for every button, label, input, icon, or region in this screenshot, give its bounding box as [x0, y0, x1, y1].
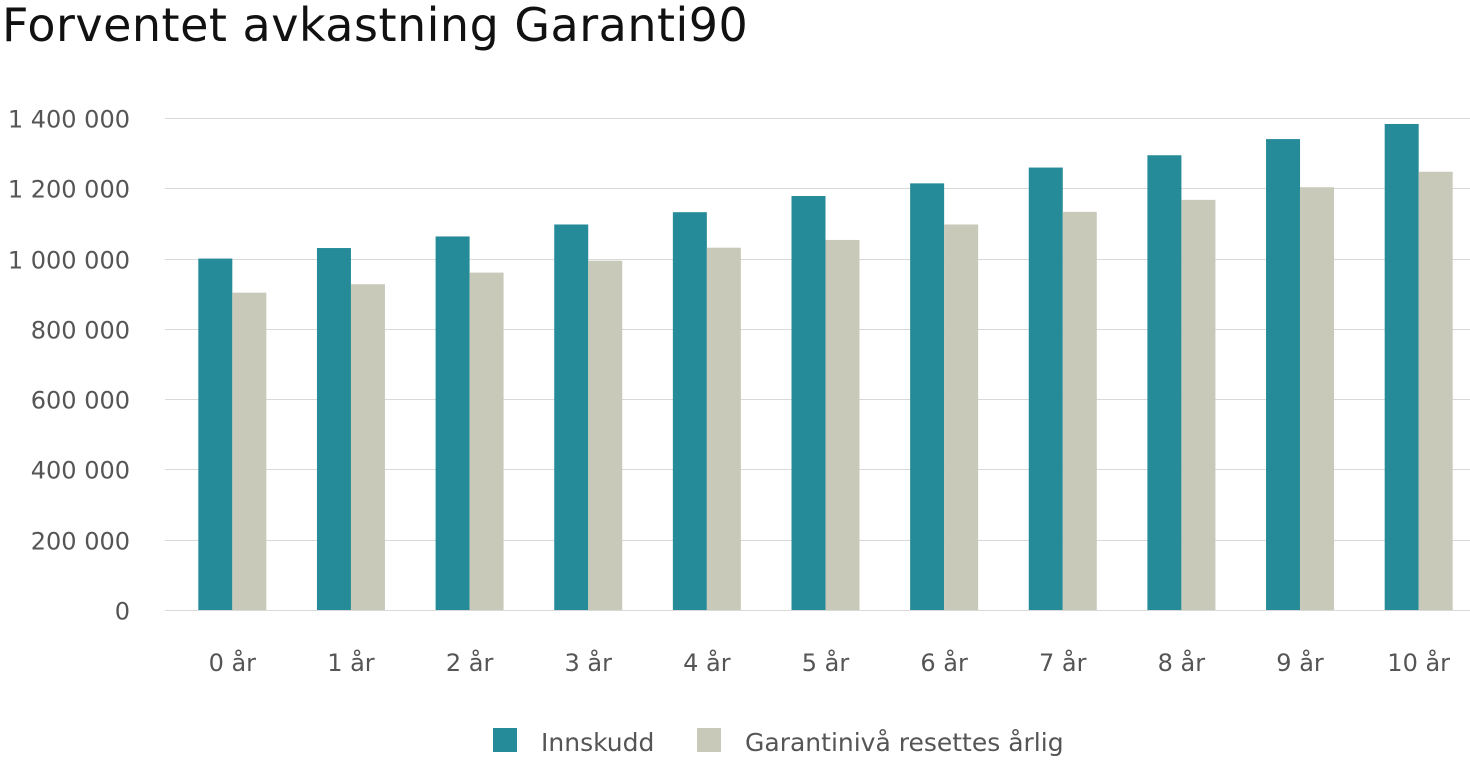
- bar-garantiniva: [1062, 211, 1097, 610]
- bar-innskudd: [672, 212, 707, 610]
- bar-innskudd: [198, 258, 233, 610]
- bar-garantiniva: [350, 284, 385, 610]
- x-tick-label: 3 år: [564, 648, 612, 677]
- bar-garantiniva: [706, 247, 741, 611]
- bar-innskudd: [316, 248, 351, 610]
- bar-garantiniva: [232, 292, 267, 610]
- bar-garantiniva: [1181, 199, 1216, 610]
- x-tick-label: 4 år: [683, 648, 731, 677]
- x-tick-label: 6 år: [920, 648, 968, 677]
- bar-garantiniva: [1300, 187, 1335, 610]
- y-tick-label: 1 000 000: [8, 247, 130, 275]
- x-tick-label: 10 år: [1387, 648, 1450, 677]
- bar-innskudd: [1266, 139, 1301, 611]
- y-tick-label: 1 200 000: [8, 176, 130, 204]
- bar-innskudd: [1028, 167, 1063, 610]
- bar-innskudd: [435, 236, 470, 610]
- y-tick-label: 800 000: [31, 317, 130, 345]
- bar-innskudd: [791, 196, 826, 610]
- x-tick-label: 1 år: [327, 648, 375, 677]
- x-tick-label: 5 år: [802, 648, 850, 677]
- bar-innskudd: [1384, 123, 1419, 610]
- y-tick-label: 0: [115, 598, 130, 626]
- bar-innskudd: [910, 183, 945, 610]
- x-tick-label: 8 år: [1158, 648, 1206, 677]
- legend: Innskudd Garantinivå resettes årlig: [493, 728, 1064, 757]
- y-tick-label: 1 400 000: [8, 106, 130, 134]
- y-tick-label: 600 000: [31, 387, 130, 415]
- y-tick-label: 200 000: [31, 528, 130, 556]
- x-tick-label: 7 år: [1039, 648, 1087, 677]
- legend-label: Innskudd: [541, 728, 654, 757]
- bar-garantiniva: [469, 272, 504, 610]
- x-tick-label: 0 år: [209, 648, 257, 677]
- bar-garantiniva: [1418, 171, 1453, 611]
- bar-garantiniva: [588, 260, 623, 610]
- chart-title: Forventet avkastning Garanti90: [2, 0, 749, 52]
- bar-garantiniva: [825, 239, 860, 610]
- y-axis-tick-labels: 0 200 000 400 000 600 000 800 000 1 000 000 1 …: [8, 106, 130, 626]
- bar-garantiniva: [944, 224, 979, 611]
- legend-label: Garantinivå resettes årlig: [745, 728, 1064, 757]
- legend-swatch: [697, 728, 721, 752]
- x-tick-label: 9 år: [1276, 648, 1324, 677]
- bar-innskudd: [1147, 155, 1182, 610]
- y-tick-label: 400 000: [31, 457, 130, 485]
- bars: [198, 123, 1453, 611]
- x-axis-tick-labels: 0 år 1 år 2 år 3 år 4 år 5 år 6 år 7 år 8 år 9 år…: [209, 648, 1451, 677]
- legend-swatch: [493, 728, 517, 752]
- bar-innskudd: [554, 224, 589, 611]
- x-tick-label: 2 år: [446, 648, 494, 677]
